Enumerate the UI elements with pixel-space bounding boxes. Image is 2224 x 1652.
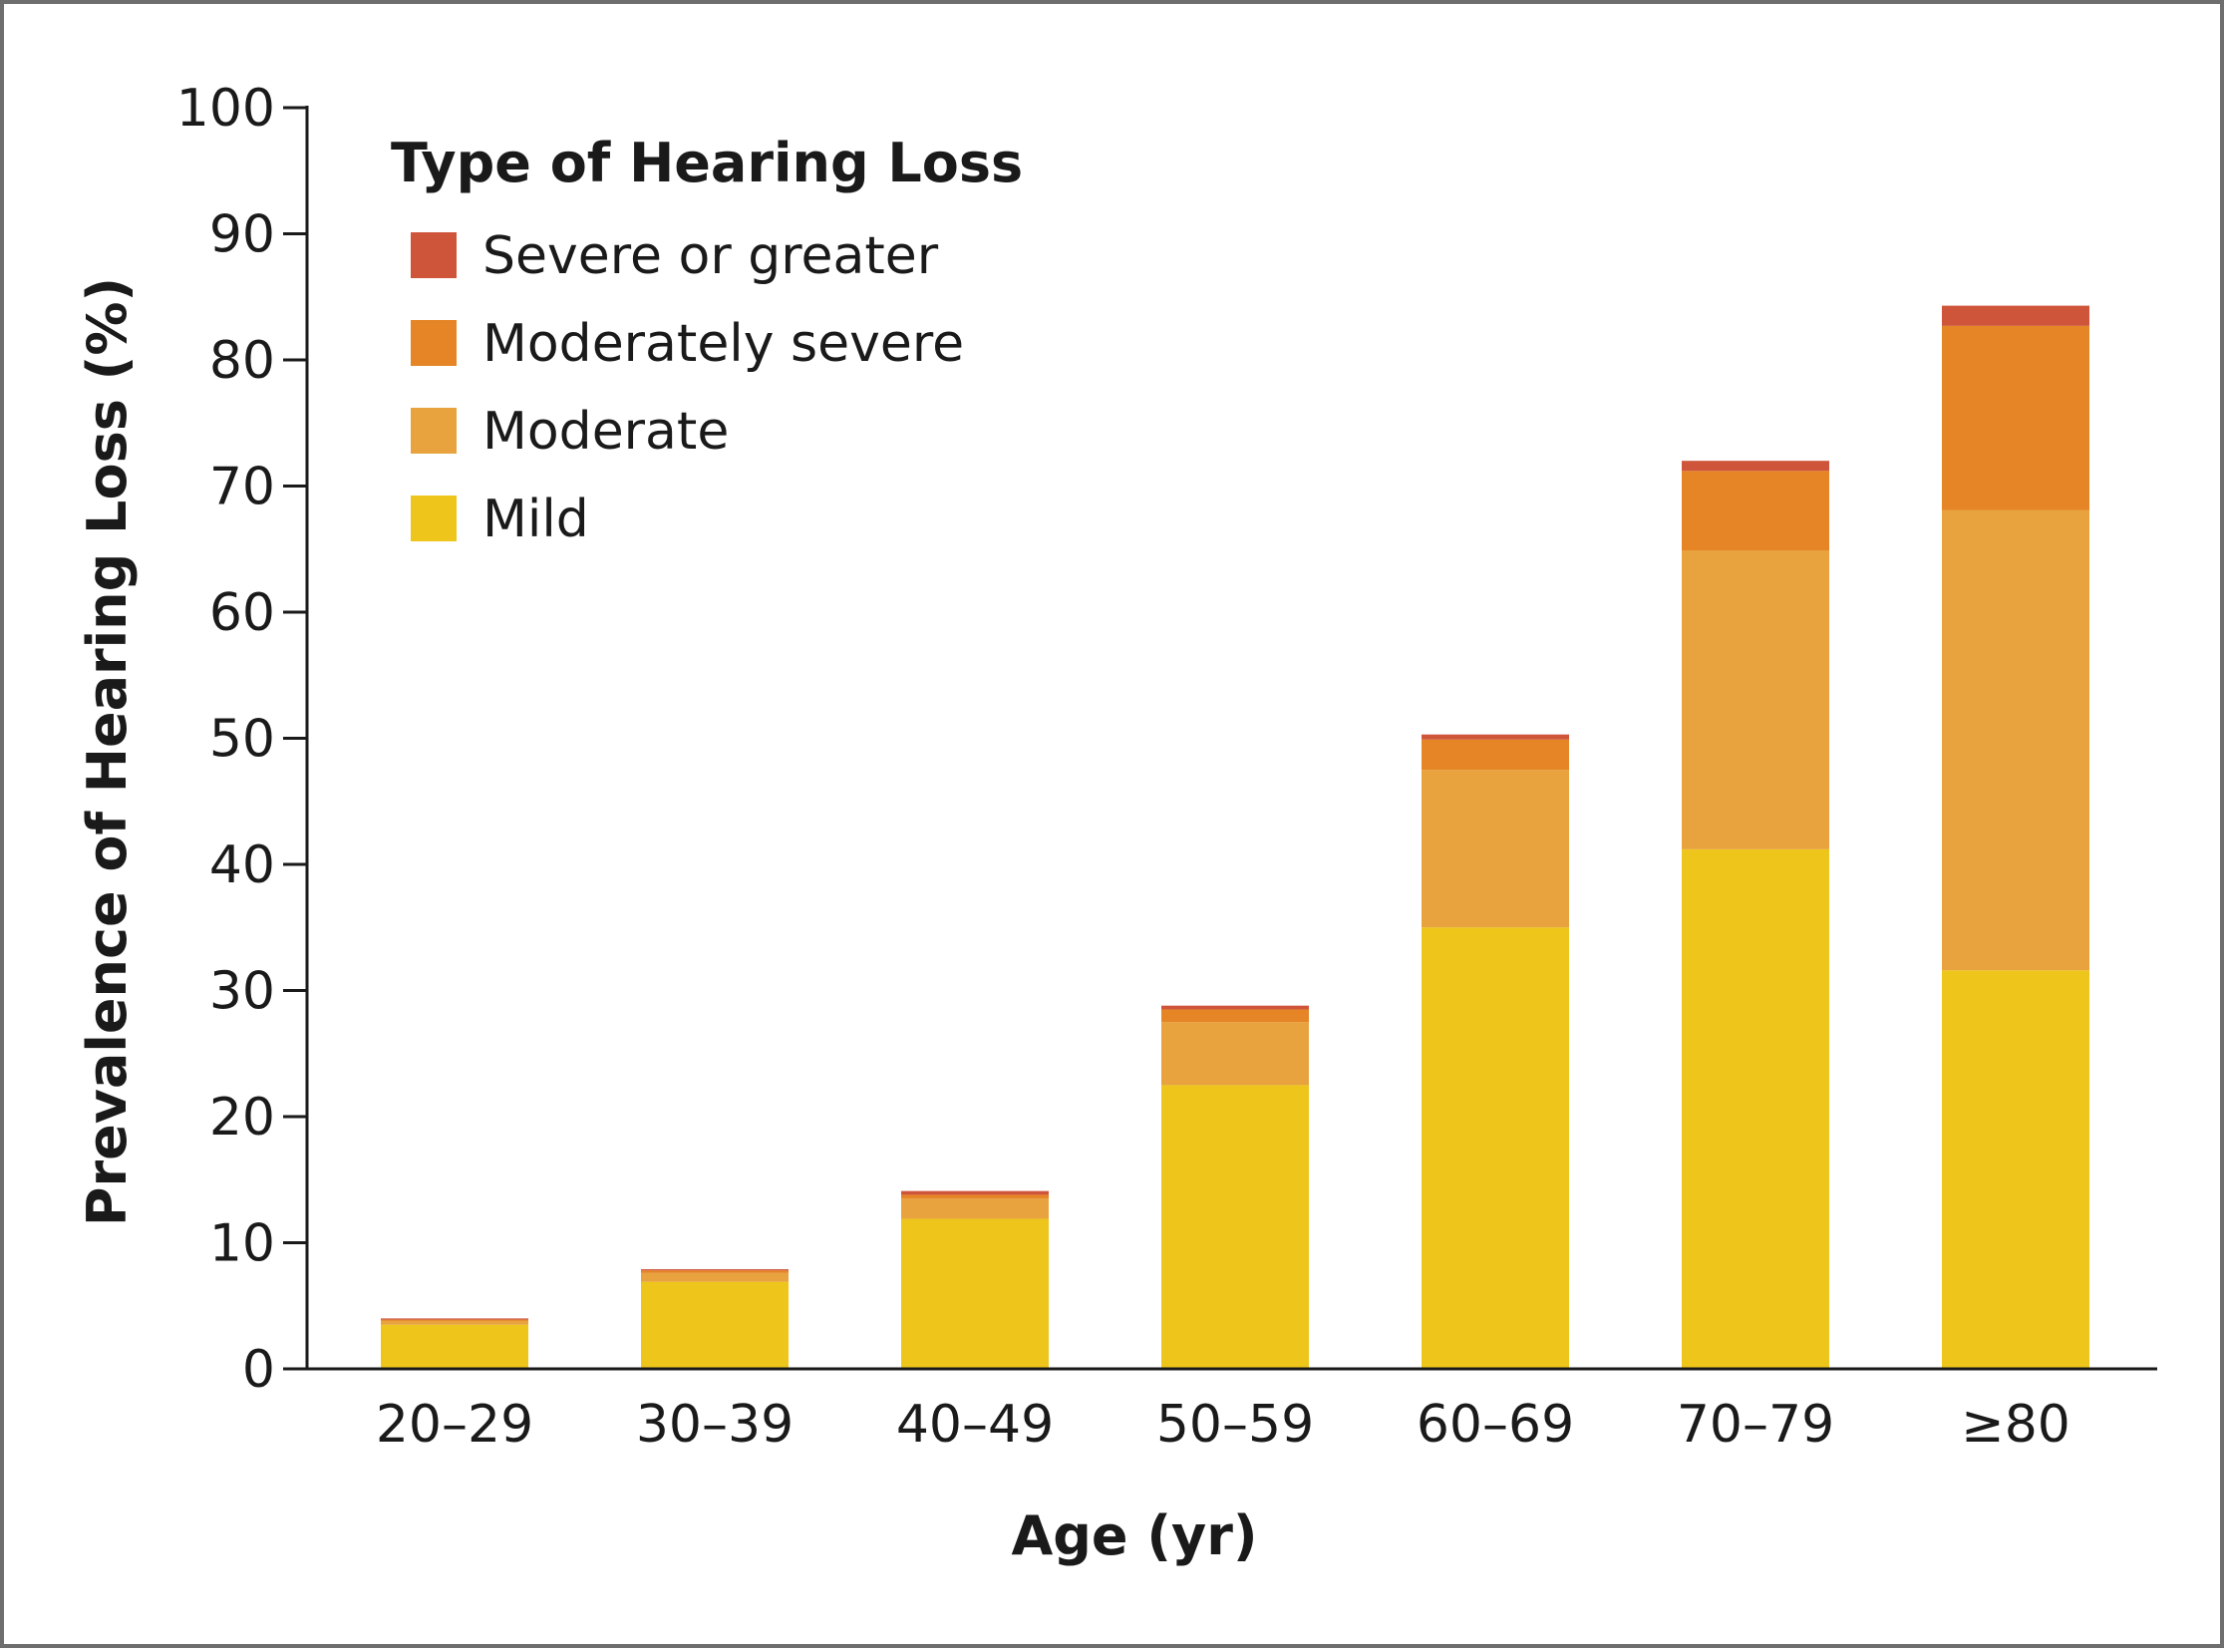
bar-moderate-7 xyxy=(1942,509,2089,971)
bar-moderate-6 xyxy=(1682,550,1829,849)
bar-mild-4 xyxy=(1161,1085,1309,1369)
bar-mild-7 xyxy=(1942,970,2089,1369)
y-tick-label: 90 xyxy=(209,205,275,265)
legend-swatch-moderately-severe xyxy=(411,320,457,366)
bar-mild-1 xyxy=(381,1324,528,1369)
y-tick-label: 40 xyxy=(209,835,275,895)
legend-title: Type of Hearing Loss xyxy=(391,132,1023,194)
bar-moderate-4 xyxy=(1161,1022,1309,1086)
bar-severe-or-greater-1 xyxy=(381,1318,528,1320)
x-tick-label: 50–59 xyxy=(1156,1395,1314,1455)
x-tick-label: 60–69 xyxy=(1417,1395,1574,1455)
bar-moderately-severe-2 xyxy=(641,1270,789,1273)
bar-mild-6 xyxy=(1682,848,1829,1369)
x-tick-label: 20–29 xyxy=(376,1395,533,1455)
bar-moderate-2 xyxy=(641,1272,789,1282)
x-tick-label: ≥80 xyxy=(1961,1395,2070,1455)
y-tick-label: 70 xyxy=(209,458,275,517)
bar-mild-5 xyxy=(1422,927,1569,1369)
bar-moderately-severe-7 xyxy=(1942,325,2089,510)
legend-label-mild: Mild xyxy=(482,490,589,549)
bar-severe-or-greater-4 xyxy=(1161,1005,1309,1010)
legend-swatch-moderate xyxy=(411,408,457,454)
x-axis-title: Age (yr) xyxy=(1011,1504,1257,1567)
x-tick-label: 30–39 xyxy=(636,1395,794,1455)
bars-layer xyxy=(381,305,2089,1369)
y-tick-label: 30 xyxy=(209,962,275,1022)
legend-label-moderate: Moderate xyxy=(482,402,729,462)
bar-severe-or-greater-2 xyxy=(641,1269,789,1271)
bar-moderately-severe-6 xyxy=(1682,471,1829,551)
y-tick-label: 50 xyxy=(209,710,275,770)
bar-severe-or-greater-6 xyxy=(1682,461,1829,472)
axes-layer: 0 10 20 30 40 50 60 70 80 90 100 20–29 30–39 40–49 50–… xyxy=(176,79,2157,1455)
bar-moderately-severe-5 xyxy=(1422,739,1569,771)
bar-mild-3 xyxy=(901,1218,1049,1369)
y-tick-label: 0 xyxy=(242,1340,275,1400)
legend-label-moderately-severe: Moderately severe xyxy=(482,314,964,374)
y-tick-label: 60 xyxy=(209,583,275,643)
bar-moderately-severe-4 xyxy=(1161,1009,1309,1023)
legend-swatch-mild xyxy=(411,496,457,541)
x-tick-label: 40–49 xyxy=(896,1395,1054,1455)
bar-severe-or-greater-5 xyxy=(1422,734,1569,740)
x-tick-label: 70–79 xyxy=(1677,1395,1834,1455)
legend: Type of Hearing Loss Severe or greater Mo… xyxy=(391,132,1023,549)
y-axis-title: Prevalence of Hearing Loss (%) xyxy=(76,277,139,1226)
bar-severe-or-greater-7 xyxy=(1942,305,2089,326)
stacked-bar-chart: 0 10 20 30 40 50 60 70 80 90 100 20–29 30–39 40–49 50–… xyxy=(76,79,2157,1567)
bar-moderate-1 xyxy=(381,1320,528,1325)
y-tick-label: 100 xyxy=(176,79,275,139)
y-tick-label: 10 xyxy=(209,1214,275,1274)
y-tick-label: 20 xyxy=(209,1088,275,1148)
y-tick-label: 80 xyxy=(209,331,275,391)
legend-label-severe-or-greater: Severe or greater xyxy=(482,226,939,286)
bar-moderately-severe-1 xyxy=(381,1319,528,1321)
bar-moderately-severe-3 xyxy=(901,1194,1049,1199)
bar-moderate-5 xyxy=(1422,770,1569,928)
legend-swatch-severe-or-greater xyxy=(411,232,457,278)
bar-severe-or-greater-3 xyxy=(901,1190,1049,1195)
bar-mild-2 xyxy=(641,1281,789,1369)
bar-moderate-3 xyxy=(901,1198,1049,1219)
